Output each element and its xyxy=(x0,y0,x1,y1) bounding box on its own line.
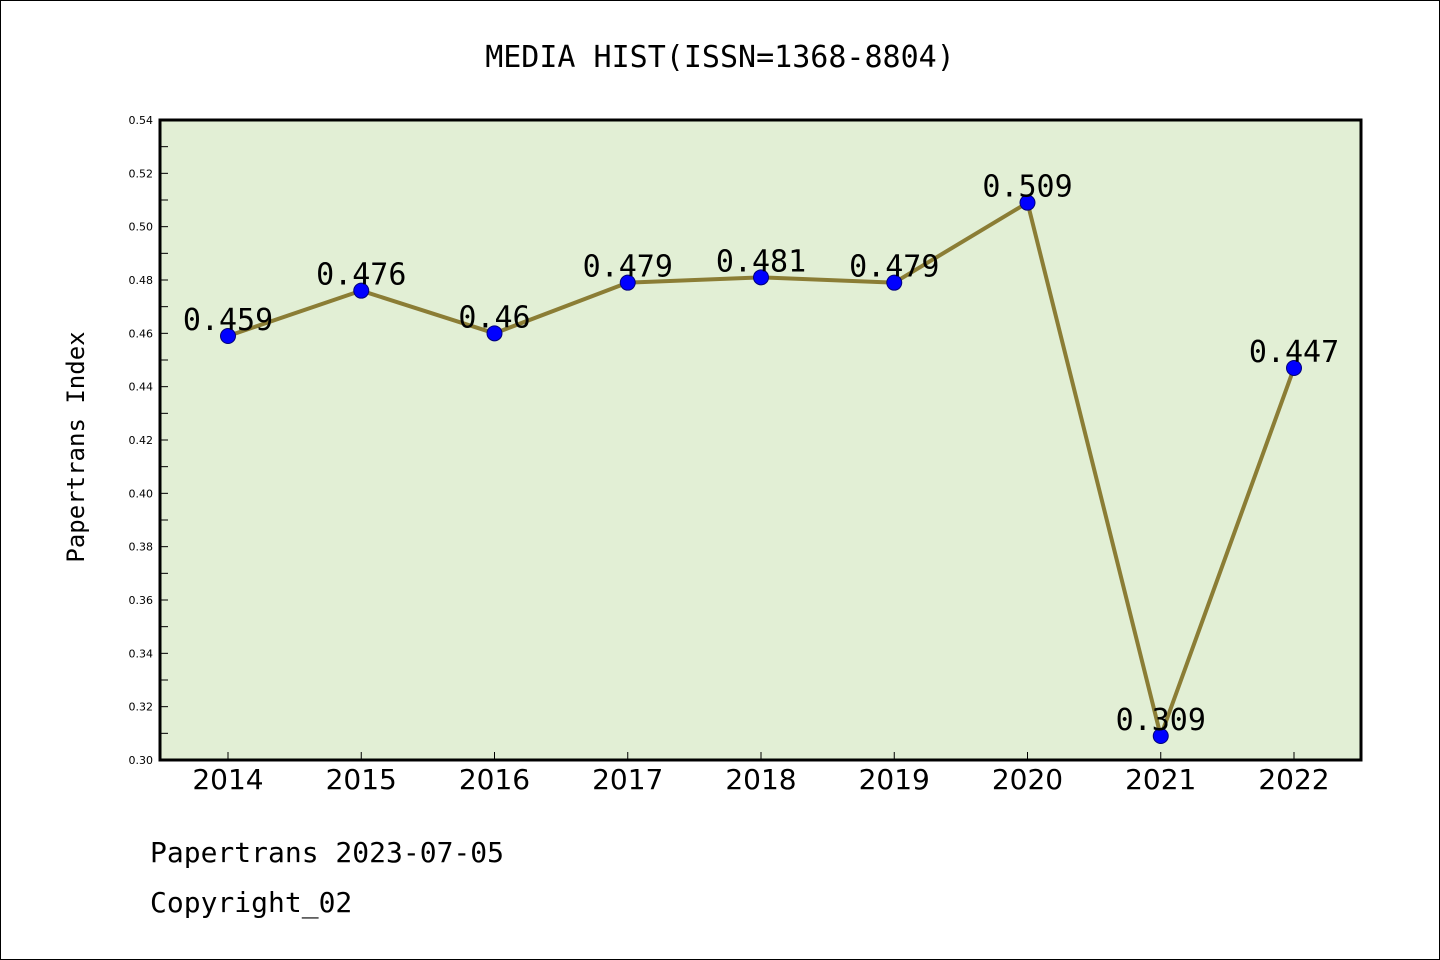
x-tick-label: 2019 xyxy=(859,763,930,796)
data-point-2018 xyxy=(753,269,769,286)
data-point-2021 xyxy=(1152,728,1169,744)
y-tick-label: 0.42 xyxy=(129,434,154,447)
data-label-2016: 0.46 xyxy=(458,300,530,335)
data-label-2015: 0.476 xyxy=(316,258,406,293)
y-tick-label: 0.48 xyxy=(129,274,154,287)
chart-title: MEDIA HIST(ISSN=1368-8804) xyxy=(485,40,955,75)
x-tick-label: 2020 xyxy=(992,763,1063,796)
y-tick-label: 0.50 xyxy=(129,221,154,234)
y-tick-label: 0.46 xyxy=(129,327,154,340)
data-point-2019 xyxy=(886,274,903,291)
data-point-2020 xyxy=(1019,194,1036,211)
y-axis-label: Papertrans Index xyxy=(62,331,90,562)
y-axis: 0.30 0.32 0.34 0.36 0.38 0.40 0.42 0.44 0.46 0.48… xyxy=(129,114,168,767)
y-tick-label: 0.30 xyxy=(129,754,154,767)
y-tick-label: 0.52 xyxy=(129,167,154,180)
data-point-2014 xyxy=(220,328,236,344)
footer-copyright: Copyright_02 xyxy=(150,886,353,919)
data-label-2020: 0.509 xyxy=(982,170,1072,205)
x-tick-label: 2015 xyxy=(326,763,397,796)
data-label-2017: 0.479 xyxy=(583,250,673,285)
y-tick-label: 0.36 xyxy=(129,594,154,607)
plot-area xyxy=(158,118,1363,762)
y-tick-label: 0.44 xyxy=(129,381,154,394)
data-point-2022 xyxy=(1286,360,1302,376)
y-tick-label: 0.38 xyxy=(129,541,154,554)
data-point-2016 xyxy=(486,325,503,342)
x-tick-label: 2022 xyxy=(1258,763,1329,796)
data-point-2017 xyxy=(619,274,636,291)
data-label-2019: 0.479 xyxy=(849,250,939,285)
data-label-2018: 0.481 xyxy=(716,244,806,279)
series-layer: 0.459 0.476 0.46 0.479 0.481 0.479 0.509 0.309 0… xyxy=(183,170,1339,744)
y-tick-label: 0.40 xyxy=(129,487,154,500)
y-tick-label: 0.32 xyxy=(129,701,154,714)
data-label-2022: 0.447 xyxy=(1249,335,1339,370)
x-tick-label: 2021 xyxy=(1125,763,1196,796)
x-tick-label: 2014 xyxy=(192,763,263,796)
y-tick-label: 0.54 xyxy=(129,114,154,127)
x-tick-label: 2018 xyxy=(725,763,796,796)
x-axis: 2014 2015 2016 2017 2018 2019 2020 2021 2022 xyxy=(192,752,1330,796)
data-label-2014: 0.459 xyxy=(183,303,273,338)
x-tick-label: 2016 xyxy=(459,763,530,796)
y-tick-label: 0.34 xyxy=(129,647,154,660)
data-label-2021: 0.309 xyxy=(1116,703,1206,738)
x-tick-label: 2017 xyxy=(592,763,663,796)
footer-date: Papertrans 2023-07-05 xyxy=(150,836,505,869)
data-point-2015 xyxy=(353,282,370,299)
